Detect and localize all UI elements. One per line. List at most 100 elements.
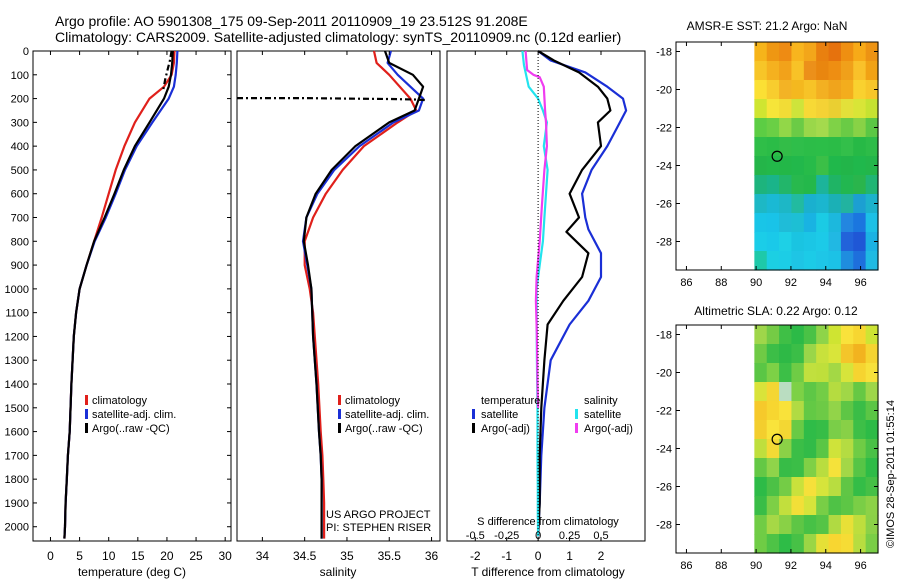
heatmap-cell (816, 213, 830, 233)
heatmap-cell (754, 515, 768, 535)
sla-heatmap (754, 325, 879, 554)
heatmap-cell (754, 175, 768, 195)
s-tick-label: -0.5 (466, 530, 485, 542)
heatmap-cell (779, 137, 793, 157)
heatmap-cell (779, 382, 793, 402)
heatmap-cell (828, 420, 842, 440)
heatmap-cell (779, 401, 793, 421)
heatmap-cell (816, 232, 830, 252)
depth-tick-label: 1000 (5, 284, 29, 296)
heatmap-cell (816, 325, 830, 345)
legend-swatch-s-satellite (575, 409, 578, 419)
x-tick-label: 35 (340, 549, 354, 563)
legend-swatch-s-argo (575, 423, 578, 433)
heatmap-cell (853, 251, 867, 271)
argo-position-marker (771, 150, 783, 162)
heatmap-cell (803, 382, 817, 402)
heatmap-cell (766, 534, 780, 554)
heatmap-cell (754, 439, 768, 459)
heatmap-cell (840, 251, 854, 271)
heatmap-cell (816, 382, 830, 402)
s-tick-label: 0 (535, 530, 541, 542)
heatmap-cell (840, 534, 854, 554)
heatmap-cell (766, 344, 780, 364)
lat-tick-label: -18 (656, 47, 672, 59)
heatmap-cell (816, 80, 830, 100)
lon-tick-label: 88 (715, 560, 727, 572)
lon-tick-label: 96 (854, 560, 866, 572)
heatmap-cell (766, 213, 780, 233)
depth-tick-label: 2000 (5, 522, 29, 534)
heatmap-cell (840, 496, 854, 516)
heatmap-cell (803, 363, 817, 383)
temperature-xlabel: temperature (deg C) (78, 565, 186, 579)
heatmap-cell (840, 137, 854, 157)
legend-label-climatology: climatology (345, 395, 401, 407)
heatmap-cell (853, 363, 867, 383)
lat-tick-label: -24 (656, 161, 672, 173)
legend-swatch-argo (338, 423, 341, 433)
heatmap-cell (865, 363, 879, 383)
heatmap-cell (816, 515, 830, 535)
heatmap-cell (853, 401, 867, 421)
x-tick-label: -2 (470, 549, 481, 563)
lat-tick-label: -24 (656, 444, 672, 456)
heatmap-cell (779, 42, 793, 62)
heatmap-cell (840, 325, 854, 345)
heatmap-cell (791, 175, 805, 195)
heatmap-cell (803, 80, 817, 100)
heatmap-cell (803, 477, 817, 497)
heatmap-cell (840, 401, 854, 421)
heatmap-cell (766, 61, 780, 81)
heatmap-cell (791, 156, 805, 176)
lon-tick-label: 94 (820, 560, 832, 572)
heatmap-cell (754, 156, 768, 176)
legend-label-satellite: satellite-adj. clim. (345, 409, 429, 421)
legend-label-t-argo: Argo(-adj) (481, 423, 530, 435)
heatmap-cell (791, 325, 805, 345)
heatmap-cell (766, 42, 780, 62)
heatmap-cell (865, 42, 879, 62)
heatmap-cell (816, 439, 830, 459)
heatmap-cell (840, 515, 854, 535)
heatmap-cell (828, 382, 842, 402)
heatmap-cell (816, 363, 830, 383)
heatmap-cell (865, 382, 879, 402)
depth-tick-label: 1700 (5, 450, 29, 462)
heatmap-cell (828, 439, 842, 459)
heatmap-cell (754, 382, 768, 402)
heatmap-cell (766, 325, 780, 345)
heatmap-cell (754, 401, 768, 421)
heatmap-cell (828, 194, 842, 214)
heatmap-cell (865, 213, 879, 233)
lat-tick-label: -26 (656, 199, 672, 211)
heatmap-cell (779, 99, 793, 119)
heatmap-cell (853, 232, 867, 252)
heatmap-cell (828, 118, 842, 138)
heatmap-cell (865, 137, 879, 157)
heatmap-cell (779, 118, 793, 138)
legend-label-argo: Argo(..raw -QC) (345, 423, 423, 435)
salinity-xticks: 34 34.5 35 35.5 36 (256, 51, 439, 563)
legend-swatch-climatology (338, 395, 341, 405)
heatmap-cell (840, 61, 854, 81)
sst-heatmap (754, 42, 879, 271)
heatmap-cell (803, 61, 817, 81)
heatmap-cell (816, 194, 830, 214)
temperature-axes (32, 50, 232, 542)
x-tick-label: 34 (256, 549, 270, 563)
heatmap-cell (754, 496, 768, 516)
heatmap-cell (816, 458, 830, 478)
heatmap-cell (779, 344, 793, 364)
heatmap-cell (853, 382, 867, 402)
s-tick-label: 0.25 (559, 530, 580, 542)
x-tick-label: 35.5 (378, 549, 402, 563)
heatmap-cell (754, 213, 768, 233)
heatmap-cell (865, 477, 879, 497)
heatmap-cell (828, 175, 842, 195)
heatmap-cell (754, 325, 768, 345)
heatmap-cell (828, 156, 842, 176)
heatmap-cell (865, 118, 879, 138)
heatmap-cell (853, 344, 867, 364)
heatmap-cell (791, 477, 805, 497)
